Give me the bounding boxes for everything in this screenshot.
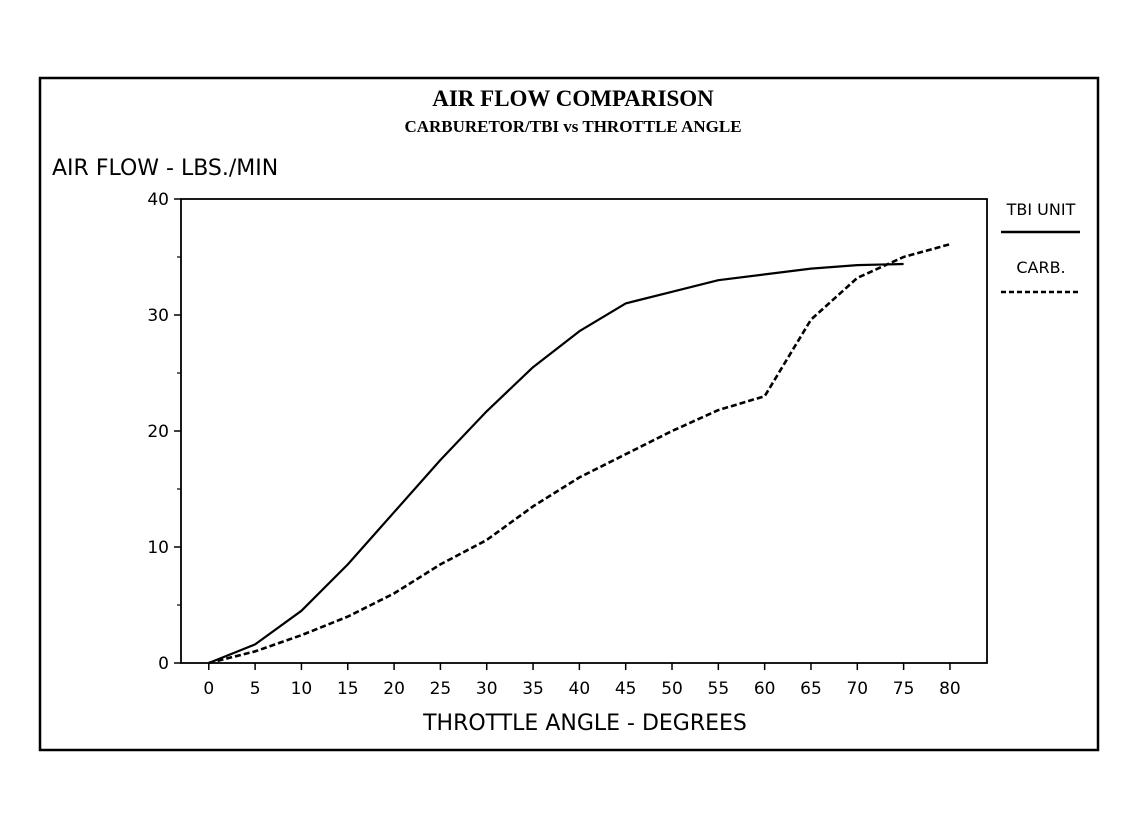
x-tick-label: 20 <box>383 679 405 699</box>
y-tick-label: 0 <box>158 654 169 674</box>
x-axis-label: THROTTLE ANGLE - DEGREES <box>422 711 747 736</box>
x-tick-label: 60 <box>754 679 776 699</box>
x-tick-label: 80 <box>939 679 961 699</box>
x-tick-label: 30 <box>476 679 498 699</box>
y-tick-label: 40 <box>147 190 169 210</box>
legend-label-tbi: TBI UNIT <box>1006 200 1076 219</box>
x-tick-label: 35 <box>522 679 544 699</box>
x-tick-label: 5 <box>250 679 261 699</box>
x-tick-label: 10 <box>291 679 313 699</box>
y-tick-label: 20 <box>147 422 169 442</box>
x-tick-label: 75 <box>893 679 915 699</box>
legend-label-carb: CARB. <box>1016 258 1065 277</box>
x-tick-label: 50 <box>661 679 683 699</box>
series-layer <box>208 242 951 665</box>
chart-title: AIR FLOW COMPARISON <box>432 86 714 111</box>
series-line-carb <box>208 242 951 665</box>
x-tick-label: 25 <box>430 679 452 699</box>
y-tick-label: 30 <box>147 306 169 326</box>
y-tick-label: 10 <box>147 538 169 558</box>
x-tick-label: 0 <box>203 679 214 699</box>
outer-frame <box>38 76 1100 752</box>
legend: TBI UNIT CARB. <box>1001 200 1080 294</box>
chart-subtitle: CARBURETOR/TBI vs THROTTLE ANGLE <box>404 117 741 136</box>
series-line-tbi <box>208 262 904 665</box>
x-tick-label: 45 <box>615 679 637 699</box>
y-axis-ticks: 0 10 20 30 40 <box>147 190 181 674</box>
x-tick-label: 55 <box>708 679 730 699</box>
x-tick-label: 65 <box>800 679 822 699</box>
plot-area <box>180 198 988 664</box>
x-tick-label: 15 <box>337 679 359 699</box>
x-axis-ticks: 0 5 10 15 20 25 30 35 40 45 50 55 60 65 70 75 80 <box>203 663 961 699</box>
y-axis-label: AIR FLOW - LBS./MIN <box>52 156 278 181</box>
x-tick-label: 70 <box>846 679 868 699</box>
x-tick-label: 40 <box>569 679 591 699</box>
